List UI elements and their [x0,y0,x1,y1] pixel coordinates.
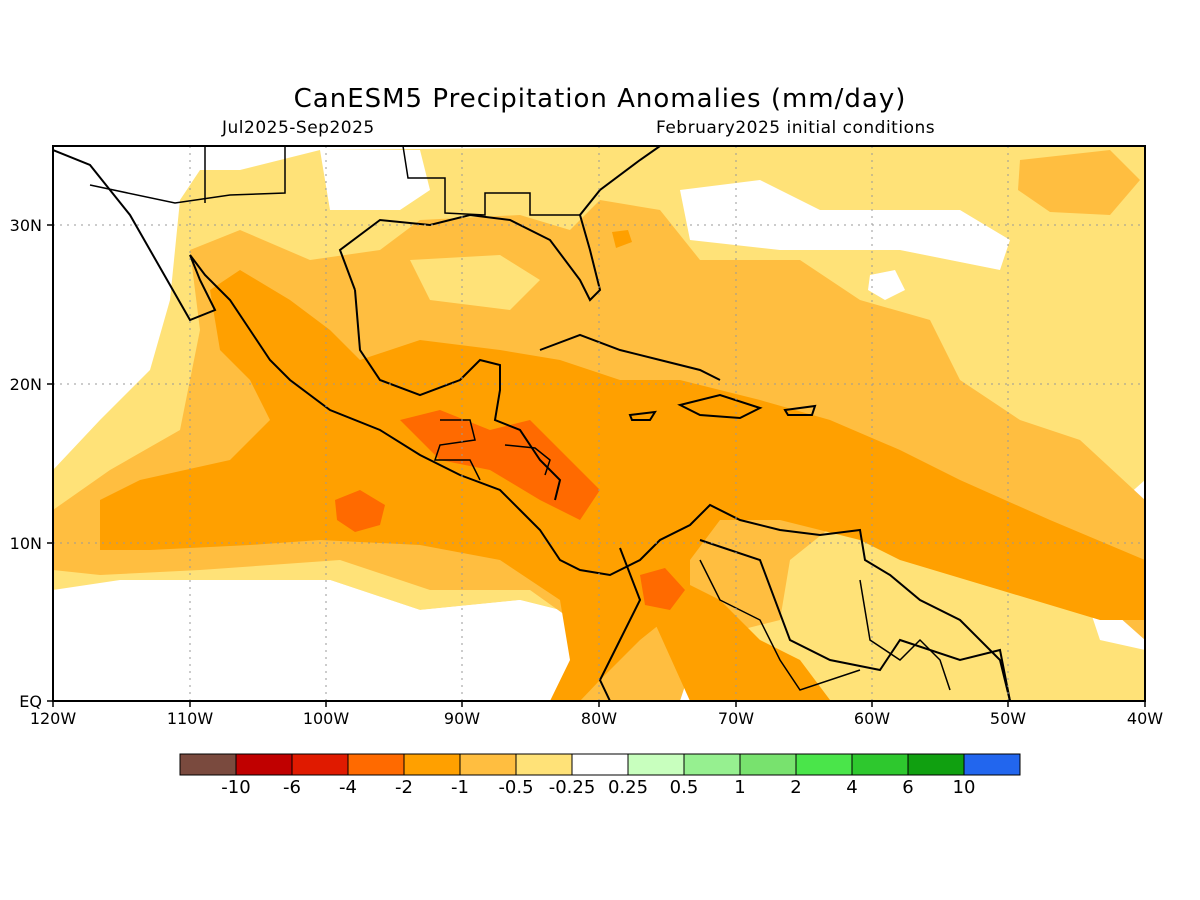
colorbar-label: -6 [283,777,301,798]
colorbar-labels: -10 -6 -4 -2 -1 -0.5 -0.25 0.25 0.5 1 2 4 6 10 [221,777,975,798]
colorbar-label: 2 [790,777,801,798]
tick-marks [47,224,1146,707]
x-tick-label: 100W [303,709,350,728]
colorbar-swatch [795,753,853,776]
colorbar-label: 6 [902,777,913,798]
borders [89,146,951,691]
colorbar-swatch [963,753,1021,776]
x-tick-label: 120W [30,709,77,728]
colorbar-swatch [347,753,405,776]
colorbar-label: 0.25 [608,777,648,798]
colorbar-swatch [291,753,349,776]
colorbar-label: -2 [395,777,413,798]
colorbar [179,753,1021,776]
colorbar-swatch [739,753,797,776]
colorbar-label: 1 [734,777,745,798]
x-tick-label: 80W [581,709,617,728]
x-tick-label: 40W [1127,709,1163,728]
y-tick-label: 10N [10,534,42,553]
colorbar-label: 4 [846,777,857,798]
colorbar-label: -4 [339,777,357,798]
x-tick-label: 70W [718,709,754,728]
colorbar-label: 10 [953,777,976,798]
colorbar-swatch [683,753,741,776]
colorbar-label: -10 [221,777,250,798]
colorbar-label: -1 [451,777,469,798]
colorbar-label: -0.25 [549,777,596,798]
colorbar-label: 0.5 [670,777,699,798]
initial-conditions-label: February2025 initial conditions [656,118,936,138]
colorbar-swatch [907,753,965,776]
colorbar-swatch [571,753,629,776]
map-title: CanESM5 Precipitation Anomalies (mm/day) [293,84,907,114]
x-tick-label: 50W [990,709,1026,728]
y-tick-label: EQ [19,692,42,711]
y-tick-label: 30N [10,216,42,235]
colorbar-label: -0.5 [498,777,533,798]
colorbar-swatch [235,753,293,776]
y-tick-label: 20N [10,375,42,394]
x-tick-label: 110W [167,709,214,728]
coastlines [53,146,1011,701]
grid-lines [53,146,1145,701]
colorbar-swatch [179,753,237,776]
colorbar-swatch [515,753,573,776]
colorbar-swatch [459,753,517,776]
colorbar-swatch [403,753,461,776]
anomaly-shading [53,146,1145,701]
colorbar-swatch [851,753,909,776]
valid-period-label: Jul2025-Sep2025 [222,118,375,138]
x-tick-label: 90W [444,709,480,728]
colorbar-swatch [627,753,685,776]
x-tick-label: 60W [854,709,890,728]
